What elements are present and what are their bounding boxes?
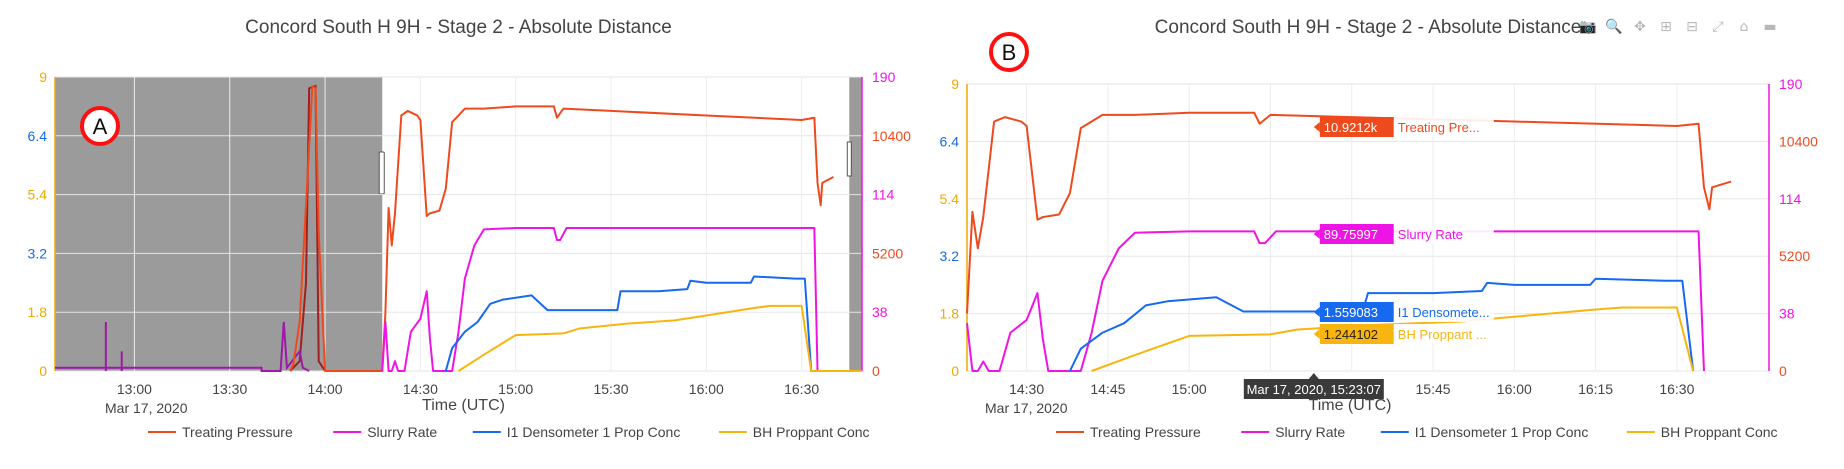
x-tick-label: 16:30 — [784, 381, 819, 397]
legend-label: Slurry Rate — [367, 424, 437, 440]
y-right-tick-label: 0 — [872, 363, 880, 379]
range-selection-handle[interactable] — [379, 152, 384, 194]
y-right-tick-label: 0 — [1779, 363, 1787, 379]
annotation-badge-label: A — [93, 114, 108, 139]
x-tick-label: 13:30 — [212, 381, 247, 397]
hover-pointer — [1314, 329, 1320, 339]
y-right-tick-label: 38 — [1779, 306, 1795, 322]
hover-series-name: BH Proppant ... — [1398, 327, 1487, 342]
chart-title: Concord South H 9H - Stage 2 - Absolute … — [245, 17, 672, 38]
hover-time-pointer — [1309, 373, 1319, 379]
hover-series-name: I1 Densomete... — [1398, 305, 1490, 320]
y-left-tick-label: 9 — [951, 76, 959, 92]
y-right-tick-label: 114 — [1779, 191, 1802, 207]
plot-modebar: 📷 🔍 ✥ ⊞ ⊟ ⤢ ⌂ ▬ — [1577, 16, 1781, 38]
x-tick-label: 13:00 — [117, 381, 152, 397]
x-tick-label: 14:45 — [1090, 381, 1125, 397]
legend-label: Slurry Rate — [1275, 424, 1345, 440]
x-tick-label: 14:30 — [403, 381, 438, 397]
hover-value: 1.559083 — [1324, 305, 1378, 320]
y-left-tick-label: 9 — [39, 69, 47, 85]
x-tick-label: 15:00 — [498, 381, 533, 397]
x-tick-label: 16:00 — [1497, 381, 1532, 397]
x-date-label: Mar 17, 2020 — [105, 400, 188, 416]
y-left-tick-label: 0 — [951, 363, 959, 379]
legend-label: BH Proppant Conc — [1661, 424, 1778, 440]
series-line-i1-densometer-1-prop-conc — [446, 277, 862, 372]
y-right-tick-label: 10400 — [1779, 133, 1818, 149]
x-tick-label: 14:30 — [1009, 381, 1044, 397]
x-date-label: Mar 17, 2020 — [985, 400, 1068, 416]
y-right-tick-label: 5200 — [1779, 248, 1810, 264]
x-tick-label: 16:00 — [689, 381, 724, 397]
legend-label: BH Proppant Conc — [753, 424, 870, 440]
range-selection-handle-end[interactable] — [847, 142, 851, 176]
y-right-tick-label: 38 — [872, 304, 888, 320]
y-left-tick-label: 5.4 — [28, 187, 48, 203]
x-tick-label: 14:00 — [308, 381, 343, 397]
y-left-tick-label: 3.2 — [28, 245, 48, 261]
y-left-tick-label: 3.2 — [940, 248, 960, 264]
hover-pointer — [1314, 122, 1320, 132]
spikelines-icon[interactable]: ▬ — [1759, 16, 1781, 38]
zoom-in-icon[interactable]: ⊞ — [1655, 16, 1677, 38]
x-tick-label: 15:30 — [593, 381, 628, 397]
legend-label: Treating Pressure — [182, 424, 293, 440]
zoom-icon[interactable]: 🔍 — [1603, 16, 1625, 38]
home-icon[interactable]: ⌂ — [1733, 16, 1755, 38]
y-right-tick-label: 190 — [1779, 76, 1803, 92]
x-tick-label: 16:30 — [1659, 381, 1694, 397]
x-tick-label: 15:45 — [1416, 381, 1451, 397]
x-axis-title: Time (UTC) — [422, 397, 505, 414]
annotation-badge-label: B — [1002, 40, 1017, 65]
y-left-tick-label: 1.8 — [28, 304, 48, 320]
autoscale-icon[interactable]: ⤢ — [1707, 16, 1729, 38]
hover-series-name: Treating Pre... — [1398, 120, 1480, 135]
hover-value: 89.75997 — [1324, 227, 1378, 242]
chart-a: Concord South H 9H - Stage 2 - Absolute … — [28, 17, 912, 440]
x-axis-title: Time (UTC) — [1309, 397, 1392, 414]
y-right-tick-label: 190 — [872, 69, 896, 85]
y-right-tick-label: 114 — [872, 187, 895, 203]
x-tick-label: 15:00 — [1172, 381, 1207, 397]
y-left-tick-label: 6.4 — [28, 128, 48, 144]
hover-value: 1.244102 — [1324, 327, 1378, 342]
hover-series-name: Slurry Rate — [1398, 227, 1463, 242]
y-right-tick-label: 10400 — [872, 128, 911, 144]
legend-label: I1 Densometer 1 Prop Conc — [1415, 424, 1589, 440]
camera-icon[interactable]: 📷 — [1577, 16, 1599, 38]
hover-pointer — [1314, 307, 1320, 317]
legend-label: I1 Densometer 1 Prop Conc — [507, 424, 681, 440]
chart-b: Concord South H 9H - Stage 2 - Absolute … — [940, 17, 1819, 440]
y-left-tick-label: 6.4 — [940, 133, 960, 149]
pan-icon[interactable]: ✥ — [1629, 16, 1651, 38]
legend-label: Treating Pressure — [1090, 424, 1201, 440]
series-line-slurry-rate — [967, 231, 1704, 371]
hover-value: 10.9212k — [1324, 120, 1378, 135]
hover-time-label: Mar 17, 2020, 15:23:07 — [1247, 382, 1381, 397]
y-left-tick-label: 1.8 — [940, 306, 960, 322]
range-selection-shade-end — [849, 77, 862, 371]
y-right-tick-label: 5200 — [872, 245, 903, 261]
series-line-treating-pressure — [967, 113, 1731, 314]
series-line-slurry-rate — [382, 228, 862, 371]
x-tick-label: 16:15 — [1578, 381, 1613, 397]
y-left-tick-label: 0 — [39, 363, 47, 379]
zoom-out-icon[interactable]: ⊟ — [1681, 16, 1703, 38]
y-left-tick-label: 5.4 — [940, 191, 960, 207]
chart-title: Concord South H 9H - Stage 2 - Absolute … — [1155, 17, 1582, 38]
